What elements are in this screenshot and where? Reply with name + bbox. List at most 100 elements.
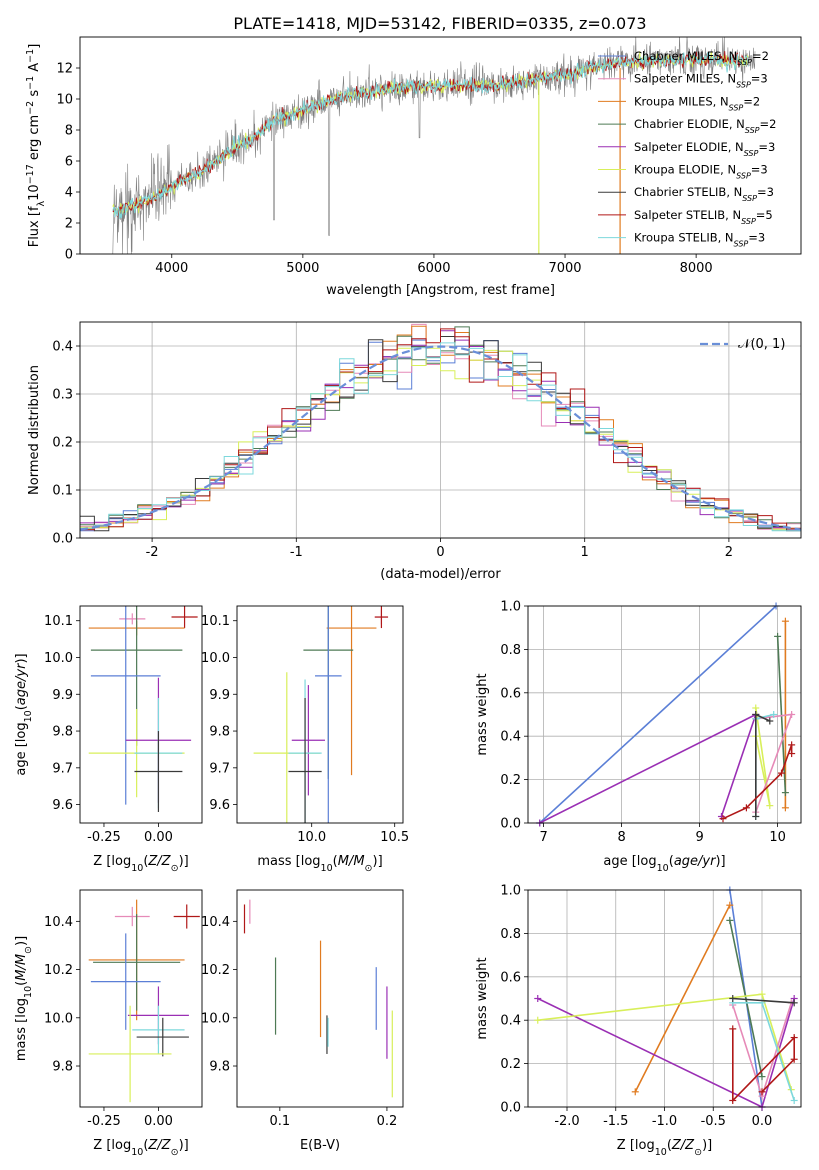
y-tick-label: 9.8 (209, 725, 230, 740)
legend-sub: SSP (744, 148, 759, 157)
x-tick-label: 0.0 (752, 1114, 773, 1129)
legend-n: =3 (751, 72, 768, 86)
label-part: Normed distribution (27, 365, 42, 495)
legend-text: Kroupa ELODIE, N (634, 163, 736, 177)
legend-text: Chabrier ELODIE, N (634, 117, 745, 131)
label-part: ( (14, 705, 29, 710)
legend-sub: SSP (737, 58, 752, 67)
label-part: wavelength [Angstrom, rest frame] (326, 283, 555, 298)
label-part: Z [log (93, 854, 131, 869)
x-tick-label: 0.2 (377, 1114, 398, 1129)
y-tick-label: 10.4 (44, 915, 73, 930)
y-tick-label: 9.6 (209, 798, 230, 813)
legend-label: 𝒩(0, 1) (738, 337, 785, 352)
y-tick-label: 9.8 (52, 1060, 73, 1075)
weight-line-chabrier_stelib (732, 997, 795, 1004)
y-tick-label: 10.2 (201, 963, 230, 978)
y-tick-label: 1.0 (500, 600, 521, 615)
legend-n: =2 (743, 94, 760, 108)
axes-frame (527, 605, 802, 824)
weight-line-chabrier_stelib (755, 713, 771, 817)
x-tick-label: 0.00 (144, 830, 173, 845)
y-tick-label: 0.4 (500, 730, 521, 745)
axes-frame (79, 321, 802, 539)
x-tick-label: 0.1 (269, 1114, 290, 1129)
legend-n: =5 (756, 208, 773, 222)
y-axis-label: mass weight (475, 673, 490, 755)
label-part: Flux [f (27, 206, 42, 247)
label-part: ( (333, 854, 338, 869)
legend-text: Chabrier MILES, N (634, 49, 737, 63)
label-part: Z/Z (147, 854, 171, 869)
label-part: mass [log (257, 854, 320, 869)
y-axis-label: mass weight (475, 957, 490, 1039)
y-tick-label: 0.6 (500, 686, 521, 701)
label-part: ⊙ (171, 1147, 179, 1158)
label-part: 10 (23, 710, 34, 722)
y-axis-label: mass [log10(M/M⊙)] (14, 936, 34, 1061)
label-part: mass weight (475, 673, 490, 755)
y-tick-label: 10.1 (201, 614, 230, 629)
label-part: −1 (25, 76, 36, 90)
y-tick-label: 10.4 (201, 915, 230, 930)
x-tick-label: -2.0 (554, 1114, 579, 1129)
x-axis-label: Z [log10(Z/Z⊙)] (93, 854, 188, 874)
axes-frame (527, 889, 802, 1108)
label-part: ( (667, 1138, 672, 1153)
legend-text: Salpeter MILES, N (634, 72, 736, 86)
y-tick-label: 9.9 (209, 688, 230, 703)
spectrum-panel: 4000 5000 6000 7000 8000 0 2 4 6 8 10 12 Chabrier MI… (25, 36, 802, 298)
label-part: )] (179, 854, 189, 869)
legend-n: =2 (760, 117, 777, 131)
label-part: erg cm (27, 115, 42, 164)
y-tick-label: 10.0 (201, 1011, 230, 1026)
y-tick-label: 9.9 (52, 688, 73, 703)
label-part: Z/Z (671, 1138, 695, 1153)
x-tick-label: -1.5 (603, 1114, 628, 1129)
label-part: Z [log (617, 1138, 655, 1153)
y-tick-label: 0.1 (52, 484, 73, 499)
y-tick-label: 0.2 (52, 436, 73, 451)
x-tick-label: 10.0 (297, 830, 326, 845)
label-part: ⊙ (694, 1147, 702, 1158)
y-tick-label: 0.4 (500, 1014, 521, 1029)
label-part: )] (179, 1138, 189, 1153)
label-part: M/M (14, 954, 29, 981)
label-part: mass [log (14, 998, 29, 1061)
x-tick-label: 8 (617, 830, 625, 845)
age-vs-metallicity-panel: -0.25 0.009.69.79.89.910.010.1Z [log10(Z/… (14, 605, 203, 874)
age-vs-mass-panel: 10.0 10.5 9.6 9.7 9.8 9.9 10.0 10.1 mass [log10(… (201, 605, 409, 874)
y-tick-label: 10 (56, 93, 73, 108)
x-tick-label: 8000 (680, 261, 713, 276)
label-part: age [log (14, 722, 29, 775)
label-part: Z [log (93, 1138, 131, 1153)
label-part: age [log (603, 854, 656, 869)
legend-sub: SSP (742, 194, 757, 203)
y-tick-label: 0.3 (52, 388, 73, 403)
y-tick-label: 2 (65, 217, 73, 232)
x-axis-label: Z [log10(Z/Z⊙)] (93, 1138, 188, 1158)
y-tick-label: 0.8 (500, 927, 521, 942)
label-part: ] (27, 44, 42, 49)
legend-label: Chabrier ELODIE, NSSP=2 (634, 117, 776, 135)
legend-label: Kroupa STELIB, NSSP=3 (634, 231, 765, 249)
y-tick-label: 9.6 (52, 798, 73, 813)
x-tick-label: 5000 (286, 261, 319, 276)
y-tick-label: 9.8 (52, 725, 73, 740)
histogram-salpeter_stelib (80, 328, 801, 531)
legend-label: Salpeter MILES, NSSP=3 (634, 72, 768, 90)
x-tick-label: -0.5 (701, 1114, 726, 1129)
y-tick-label: 8 (65, 124, 73, 139)
x-tick-label: 4000 (155, 261, 188, 276)
y-tick-label: 9.7 (52, 761, 73, 776)
y-tick-label: 10.0 (44, 651, 73, 666)
label-part: λ (36, 200, 47, 206)
y-tick-label: 10.1 (44, 614, 73, 629)
label-part: s (27, 90, 42, 101)
label-part: −1 (25, 49, 36, 63)
legend-text: Kroupa MILES, N (634, 94, 729, 108)
label-part: (data-model)/error (380, 567, 501, 582)
x-axis-label: wavelength [Angstrom, rest frame] (326, 283, 555, 298)
label-part: ⊙ (171, 863, 179, 874)
